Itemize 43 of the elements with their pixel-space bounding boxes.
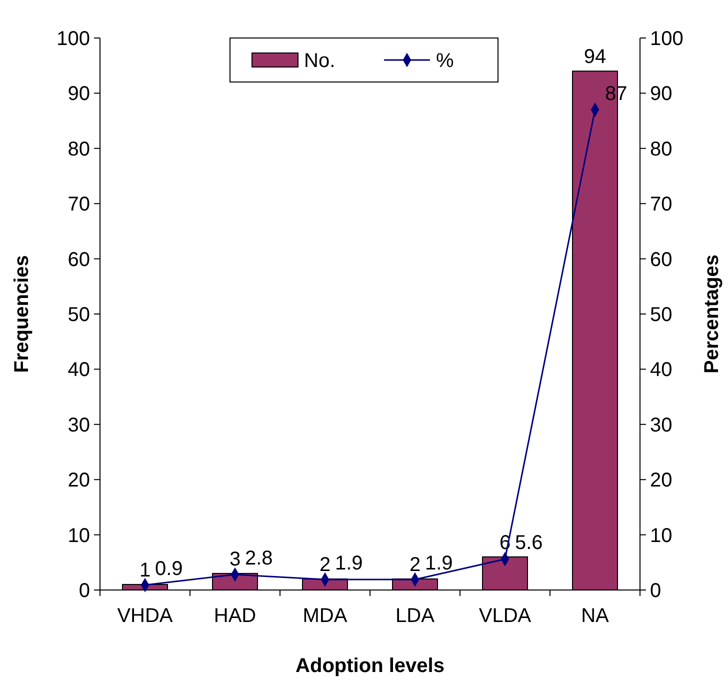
- x-tick-label: HAD: [214, 605, 256, 627]
- y-tick-label: 70: [68, 194, 90, 216]
- y-tick-label: 20: [68, 470, 90, 492]
- y-tick-label: 10: [68, 524, 90, 547]
- data-label: 5.6: [515, 532, 543, 554]
- y-tick-label: 30: [68, 414, 90, 436]
- legend-label: No.: [304, 50, 336, 72]
- y2-tick-label: 0: [650, 580, 662, 602]
- y2-tick-label: 10: [650, 524, 672, 547]
- y2-tick-label: 20: [650, 470, 672, 492]
- data-label: 1.9: [335, 552, 363, 575]
- y-tick-label: 80: [68, 138, 90, 160]
- data-label: 1.9: [425, 552, 453, 575]
- y-tick-label: 0: [78, 580, 90, 602]
- data-label: 1: [139, 559, 151, 582]
- y-tick-label: 50: [68, 304, 90, 326]
- y-tick-label: 90: [68, 83, 90, 106]
- y2-tick-label: 100: [650, 28, 684, 50]
- data-label: 0.9: [155, 558, 183, 580]
- y2-axis-title: Percentages: [701, 254, 723, 374]
- x-tick-label: VHDA: [117, 605, 174, 627]
- y2-tick-label: 60: [650, 248, 672, 271]
- y2-tick-label: 50: [650, 304, 672, 326]
- data-label: 2.8: [245, 548, 273, 570]
- data-label: 2: [409, 554, 421, 576]
- x-axis-title: Adoption levels: [296, 655, 444, 677]
- y2-tick-label: 30: [650, 414, 672, 436]
- data-label: 94: [584, 46, 606, 68]
- y2-tick-label: 80: [650, 138, 672, 160]
- y-tick-label: 40: [68, 359, 90, 382]
- legend-label: %: [436, 50, 454, 72]
- y2-tick-label: 90: [650, 83, 672, 106]
- y-axis-title: Frequencies: [11, 255, 33, 373]
- y2-tick-label: 70: [650, 194, 672, 216]
- data-label: 2: [319, 554, 331, 576]
- x-tick-label: LDA: [396, 605, 436, 627]
- y2-tick-label: 40: [650, 359, 672, 382]
- x-tick-label: MDA: [302, 605, 348, 627]
- y-tick-label: 60: [68, 248, 90, 271]
- x-tick-label: NA: [581, 605, 610, 627]
- y-tick-label: 100: [56, 28, 90, 50]
- x-tick-label: VLDA: [478, 605, 532, 627]
- data-label: 3: [229, 548, 241, 570]
